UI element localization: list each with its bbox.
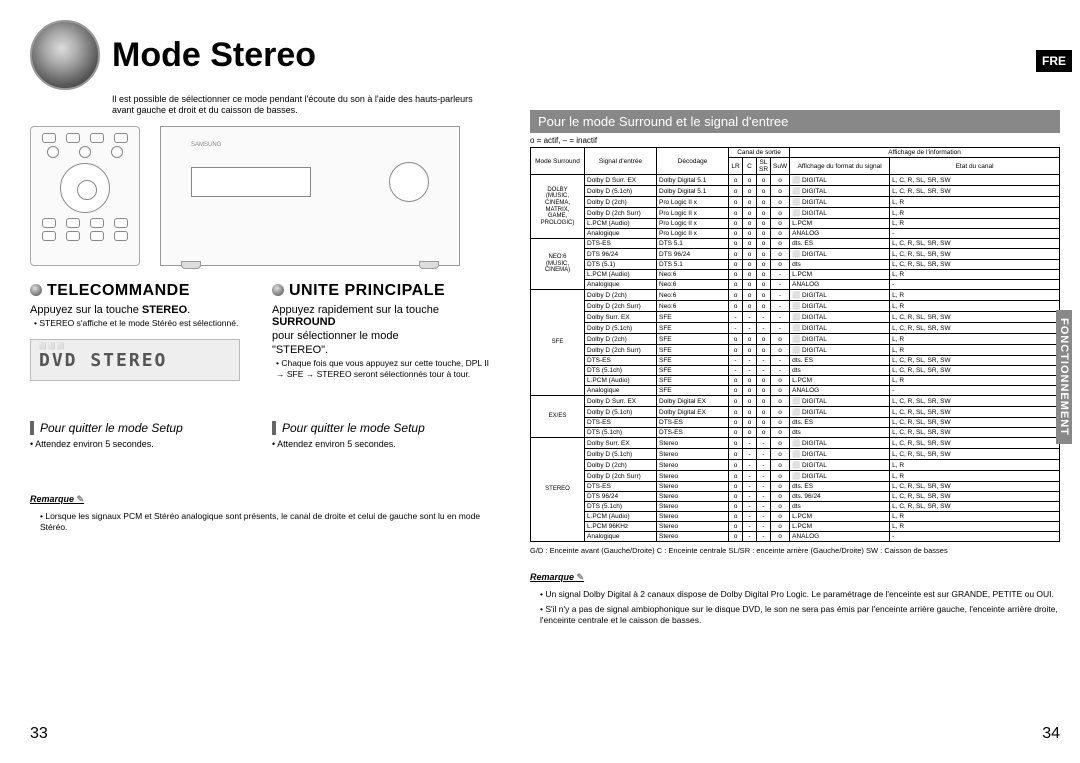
page-number-right: 34 <box>1042 725 1060 743</box>
unite-bullet: Chaque fois que vous appuyez sur cette t… <box>276 358 490 380</box>
remarque-left-h: Remarque <box>30 494 84 505</box>
lcd-top: ⬜ ⬜ ⬜ <box>39 343 231 350</box>
lcd-display: ⬜ ⬜ ⬜ DVD STEREO <box>30 339 240 381</box>
unite-sub3: "STEREO". <box>272 344 490 356</box>
section-tab: FONCTIONNEMENT <box>1056 310 1072 444</box>
unite-sub1: Appuyez rapidement sur la touche SURROUN… <box>272 304 490 328</box>
quitter-h-left: Pour quitter le mode Setup <box>30 421 248 435</box>
page-subtitle: Il est possible de sélectionner ce mode … <box>112 94 490 116</box>
quitter-b-left: Attendez environ 5 secondes. <box>30 439 248 449</box>
quitter-h-right: Pour quitter le mode Setup <box>272 421 490 435</box>
remote-illustration <box>30 126 140 266</box>
mainunit-brand: SAMSUNG <box>191 142 221 148</box>
page-number-left: 33 <box>30 725 48 743</box>
page-title: Mode Stereo <box>112 36 316 75</box>
section-telecommande: TELECOMMANDE <box>30 282 248 300</box>
section-unite: UNITE PRINCIPALE <box>272 282 490 300</box>
lang-badge: FRE <box>1036 50 1072 72</box>
surround-table: Mode SurroundSignal d'entréeDécodageCana… <box>530 147 1060 542</box>
remarque-right-b1: Un signal Dolby Digital à 2 canaux dispo… <box>540 589 1060 600</box>
remarque-right-h: Remarque <box>530 572 584 583</box>
tele-bullet: STEREO s'affiche et le mode Stéréo est s… <box>34 318 248 329</box>
remarque-right-b2: S'il n'y a pas de signal ambiophonique s… <box>540 604 1060 626</box>
legend: o = actif, – = inactif <box>530 136 1060 145</box>
unite-sub2: pour sélectionner le mode <box>272 330 490 342</box>
mainunit-illustration: SAMSUNG <box>160 126 460 266</box>
quitter-b-right: Attendez environ 5 secondes. <box>272 439 490 449</box>
right-heading: Pour le mode Surround et le signal d'ent… <box>530 110 1060 133</box>
table-footnote: G/D : Enceinte avant (Gauche/Droite) C :… <box>530 546 1060 555</box>
speaker-icon <box>30 20 100 90</box>
lcd-main: DVD STEREO <box>39 350 231 371</box>
remarque-left-b: Lorsque les signaux PCM et Stéréo analog… <box>40 511 490 533</box>
tele-sub: Appuyez sur la touche STEREO. <box>30 304 248 316</box>
